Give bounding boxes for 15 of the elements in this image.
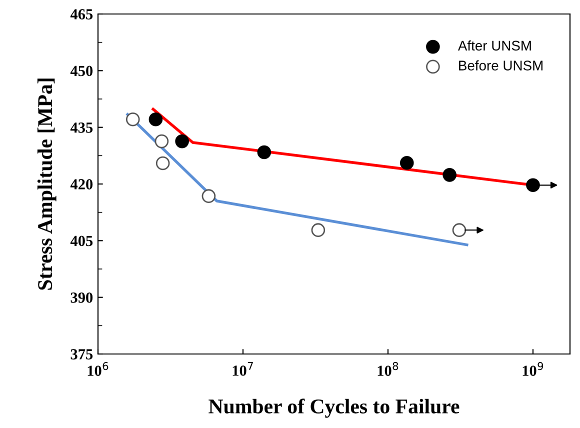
x-tick-label: 10$^{9}$ — [522, 362, 544, 376]
y-tick-label: 390 — [70, 292, 93, 303]
y-tick-label: 450 — [70, 66, 93, 76]
legend-label: Before UNSM — [459, 60, 542, 70]
y-tick-label: 465 — [70, 9, 93, 20]
legend-label: After UNSM — [458, 40, 531, 51]
y-tick-label: 405 — [70, 236, 93, 246]
y-tick-label: 435 — [70, 122, 93, 133]
x-tick-label: 10$^{8}$ — [378, 362, 398, 376]
x-axis-title: Number of Cycles to Failure — [208, 398, 460, 418]
y-tick-label: 420 — [70, 179, 93, 190]
y-axis-title: Stress Amplitude [MPa] — [37, 78, 56, 290]
x-tick-label: 10$^{6}$ — [88, 362, 108, 376]
y-tick-label: 375 — [70, 349, 93, 360]
x-tick-label: 10$^{7}$ — [232, 362, 253, 376]
